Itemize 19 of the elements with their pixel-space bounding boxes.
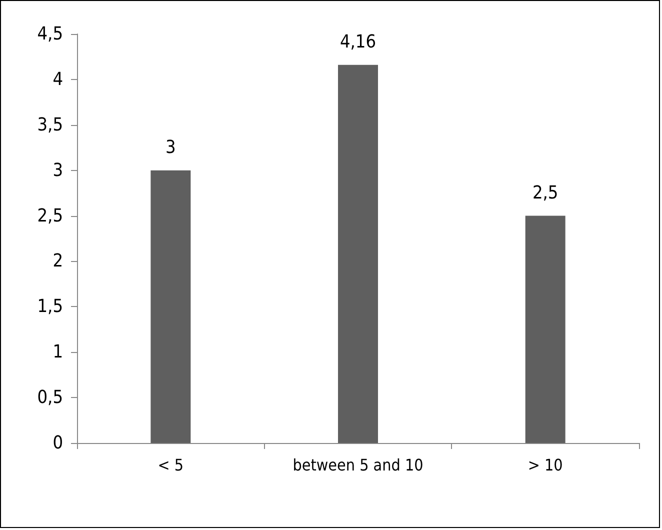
bar <box>525 216 566 443</box>
bar <box>150 170 191 443</box>
y-tick-label: 4 <box>52 68 63 90</box>
bar <box>338 64 378 443</box>
y-tick-label: 2,5 <box>37 205 63 226</box>
y-tick-label: 0,5 <box>37 387 63 408</box>
x-tick-label: > 10 <box>528 456 563 474</box>
y-tick-label: 1 <box>52 342 63 363</box>
y-tick-label: 0 <box>52 432 63 454</box>
x-tick-label: < 5 <box>158 456 184 474</box>
y-tick-label: 2 <box>52 250 63 272</box>
y-tick-label: 3 <box>52 160 63 181</box>
data-label: 3 <box>166 136 176 158</box>
data-label: 2,5 <box>532 182 558 204</box>
x-tick-label: between 5 and 10 <box>292 456 424 474</box>
y-tick-label: 3,5 <box>37 114 63 136</box>
y-tick-label: 1,5 <box>37 296 63 318</box>
y-tick-label: 4,5 <box>37 24 63 44</box>
data-label: 4,16 <box>340 31 376 52</box>
